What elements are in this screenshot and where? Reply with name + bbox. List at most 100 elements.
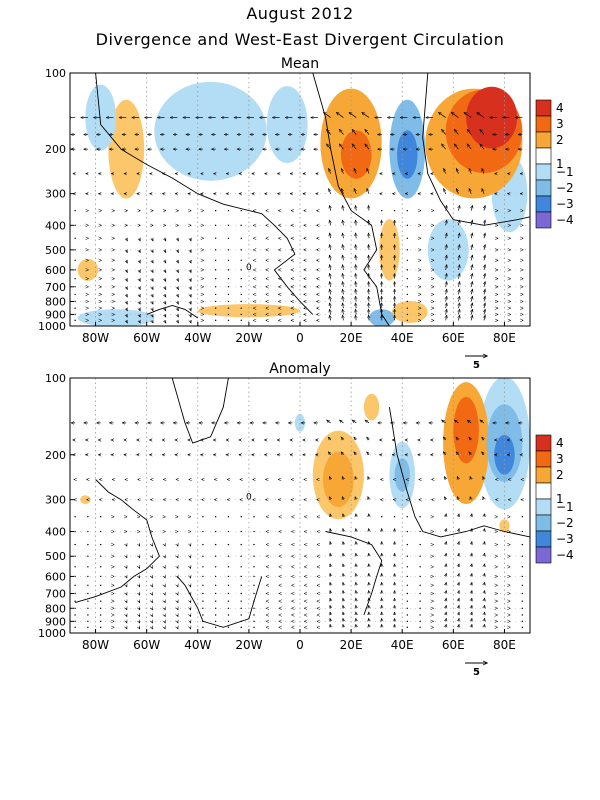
circulation-vector (342, 265, 343, 270)
vector-dot (419, 543, 421, 546)
panel-title: Mean (281, 56, 319, 72)
vector-dot (202, 530, 204, 533)
circulation-vector (483, 477, 484, 480)
vector-dot (87, 584, 89, 586)
vector-dot (240, 600, 242, 602)
vector-dot (74, 584, 76, 586)
circulation-vector (342, 296, 343, 302)
vector-dot (87, 626, 89, 629)
circulation-vector (139, 601, 140, 602)
circulation-vector (446, 564, 447, 567)
circulation-vector (177, 585, 178, 586)
circulation-vector (139, 608, 140, 609)
y-tick-label: 500 (45, 244, 66, 257)
circulation-vector (339, 144, 344, 150)
vector-dot (406, 516, 409, 518)
y-tick-label: 200 (45, 143, 66, 156)
vector-dot (214, 249, 217, 251)
vector-dot (227, 584, 230, 586)
circulation-vector (446, 245, 447, 250)
y-tick-label: 500 (45, 550, 66, 563)
vector-dot (99, 592, 102, 595)
circulation-vector (446, 598, 447, 601)
circulation-vector (458, 282, 459, 287)
vector-dot (381, 516, 383, 518)
circulation-vector (126, 260, 127, 263)
circulation-vector (355, 296, 356, 302)
colorbar-cell (535, 546, 552, 564)
colorbar-label: 4 (556, 101, 564, 115)
vector-dot (419, 584, 421, 586)
circulation-vector (456, 452, 458, 455)
vector-dot (74, 286, 76, 288)
circulation-vector (368, 315, 369, 321)
circulation-vector (446, 583, 447, 586)
vector-dot (74, 249, 76, 251)
circulation-vector (165, 576, 166, 577)
circulation-vector (329, 169, 331, 174)
circulation-vector (126, 294, 127, 297)
circulation-vector (446, 233, 447, 239)
circulation-vector (330, 591, 331, 594)
circulation-vector (480, 420, 485, 424)
circulation-vector (126, 250, 127, 253)
circulation-vector (177, 301, 178, 304)
circulation-vector (480, 129, 485, 135)
vector-dot (240, 237, 242, 239)
vector-dot (99, 575, 102, 578)
circulation-vector (446, 206, 447, 211)
circulation-vector (330, 553, 331, 556)
circulation-vector (126, 621, 127, 622)
circulation-vector (355, 245, 356, 250)
zero-contour (388, 407, 530, 538)
circulation-vector (343, 564, 344, 567)
circulation-vector (330, 309, 331, 315)
circulation-vector (177, 594, 178, 595)
vector-dot (214, 237, 217, 239)
circulation-vector (126, 627, 127, 628)
circulation-vector (342, 206, 343, 211)
circulation-vector (471, 265, 472, 270)
circulation-vector (354, 452, 356, 455)
circulation-vector (139, 260, 140, 263)
circulation-vector (139, 567, 140, 568)
x-tick-label: 0 (296, 638, 304, 652)
circulation-vector (152, 294, 153, 297)
circulation-vector (342, 274, 343, 279)
circulation-vector (355, 265, 356, 270)
vector-dot (227, 600, 230, 602)
circulation-vector (165, 585, 166, 586)
circulation-vector (190, 301, 191, 304)
divergence-shade (499, 519, 510, 533)
divergence-shade (397, 130, 418, 179)
circulation-vector (343, 514, 344, 517)
circulation-vector (177, 627, 178, 628)
circulation-vector (152, 314, 153, 317)
circulation-vector (354, 437, 356, 440)
circulation-vector (352, 420, 357, 424)
circulation-vector (471, 303, 472, 309)
circulation-vector (446, 309, 447, 315)
circulation-vector (165, 608, 166, 609)
vector-dot (74, 516, 76, 518)
circulation-vector (367, 189, 369, 194)
vector-dot (227, 620, 230, 623)
circulation-vector (471, 591, 472, 594)
circulation-vector (365, 144, 370, 150)
circulation-vector (352, 144, 357, 150)
circulation-vector (330, 598, 331, 601)
y-tick-label: 800 (45, 602, 66, 615)
circulation-vector (484, 233, 485, 239)
divergence-shade (266, 86, 308, 164)
vector-dot (406, 600, 409, 602)
circulation-vector (177, 567, 178, 568)
vector-dot (227, 530, 230, 533)
vector-dot (214, 600, 217, 602)
vector-dot (240, 575, 242, 578)
circulation-vector (139, 294, 140, 297)
x-tick-label: 40W (184, 331, 211, 345)
zero-contour (146, 305, 199, 319)
vector-dot (227, 313, 230, 316)
circulation-vector (467, 129, 472, 135)
vector-dot (521, 600, 524, 602)
